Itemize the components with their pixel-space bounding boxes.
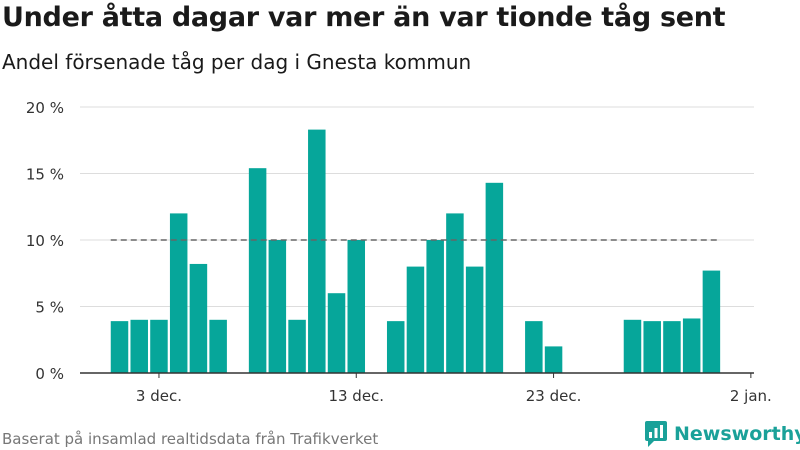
bar	[150, 319, 168, 373]
bars	[110, 129, 721, 373]
newsworthy-logo-icon	[645, 421, 667, 447]
bar-chart: 0 % 5 % 10 % 15 % 20 % 3 dec. 13 dec. 23 dec. 2…	[26, 99, 772, 405]
bar	[288, 319, 306, 373]
chart-title: Under åtta dagar var mer än var tionde t…	[2, 2, 726, 33]
bar	[347, 240, 366, 373]
bar	[426, 240, 444, 373]
y-tick-label: 10 %	[26, 232, 64, 250]
bar	[308, 129, 326, 373]
y-tick-label: 5 %	[35, 299, 64, 317]
bar	[386, 321, 405, 373]
bar	[485, 182, 504, 373]
bar	[169, 213, 188, 373]
x-axis-ticks: 3 dec. 13 dec. 23 dec. 2 jan.	[136, 373, 772, 405]
bar	[663, 321, 681, 373]
y-tick-label: 0 %	[35, 365, 64, 383]
bar	[189, 263, 208, 373]
x-tick-label: 2 jan.	[730, 387, 772, 405]
chart-subtitle: Andel försenade tåg per dag i Gnesta kom…	[2, 50, 472, 74]
bar	[643, 321, 661, 373]
y-tick-label: 20 %	[26, 99, 64, 117]
bar	[209, 319, 227, 373]
bar	[465, 266, 484, 373]
bar	[682, 318, 701, 373]
bar	[110, 321, 129, 373]
source-note: Baserat på insamlad realtidsdata från Tr…	[2, 430, 379, 448]
x-tick-label: 3 dec.	[136, 387, 182, 405]
bar	[446, 213, 464, 373]
bar	[623, 319, 642, 373]
bar	[702, 270, 721, 373]
brand-name: Newsworthy	[674, 423, 800, 445]
bar	[327, 293, 346, 373]
bar	[130, 319, 148, 373]
bar	[525, 321, 543, 373]
x-tick-label: 13 dec.	[328, 387, 384, 405]
bar	[268, 240, 287, 373]
x-tick-label: 23 dec.	[526, 387, 582, 405]
bar	[544, 346, 563, 373]
y-axis-ticks: 0 % 5 % 10 % 15 % 20 %	[26, 99, 64, 383]
brand-logo[interactable]: Newsworthy	[644, 419, 800, 449]
y-tick-label: 15 %	[26, 166, 64, 184]
bar	[406, 266, 425, 373]
bar	[248, 168, 267, 373]
